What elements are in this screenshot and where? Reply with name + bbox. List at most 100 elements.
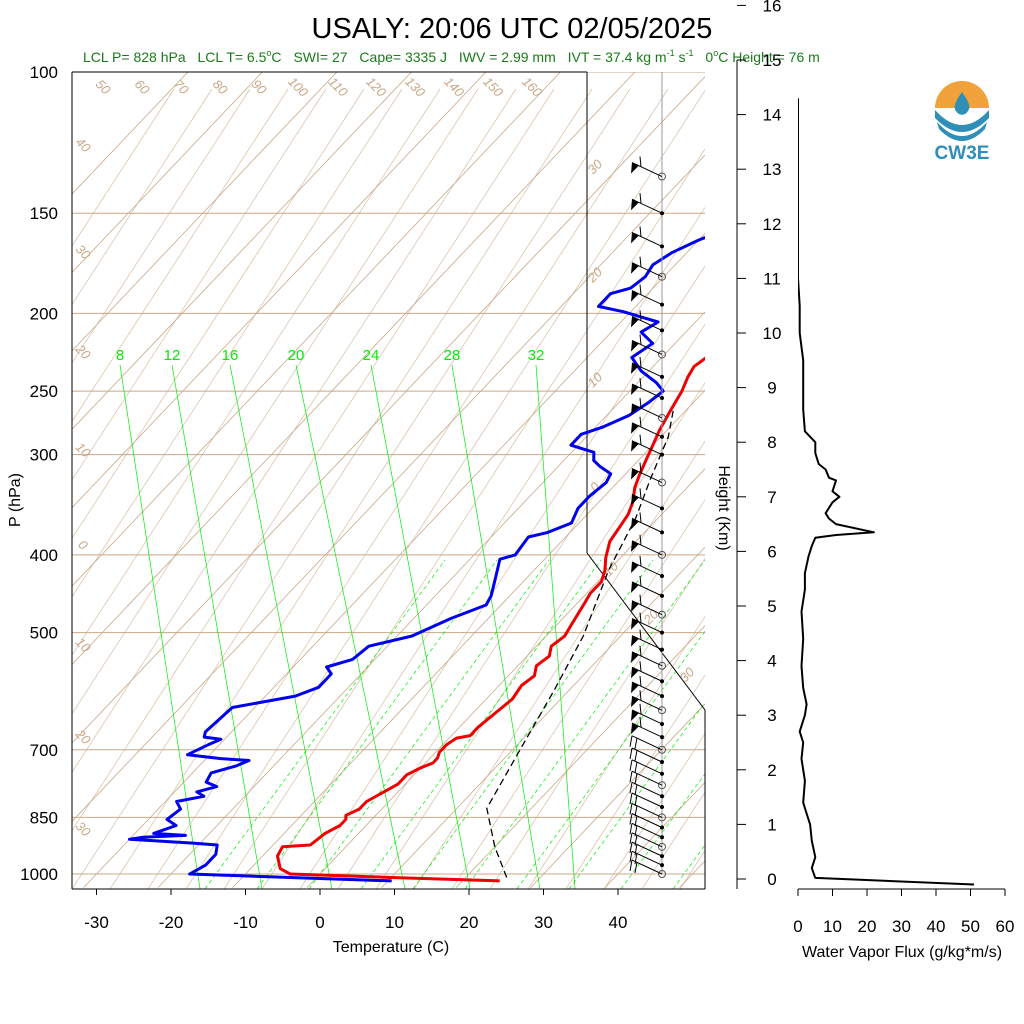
skewt-background: [72, 72, 1024, 889]
wind-barb-flag: [629, 792, 633, 805]
height-tick-label: 0: [767, 870, 776, 889]
wind-barb-flag: [639, 434, 642, 445]
wind-barb-flag: [629, 823, 633, 835]
isotherm-label: 60: [132, 76, 153, 97]
isotherm-label: 10: [73, 634, 94, 655]
dry-adiabat-line: [72, 88, 403, 598]
isotherm-label: 80: [210, 76, 231, 97]
isotherm-label: 20: [72, 341, 94, 363]
wind-barb-pennant: [631, 581, 639, 593]
wind-barb-pennant: [631, 494, 639, 506]
calm-wind-marker: [658, 272, 666, 281]
dry-adiabat-line: [147, 88, 669, 889]
calm-wind-marker: [658, 172, 666, 181]
wind-barb-flag: [639, 156, 642, 167]
isotherm-label: 30: [73, 241, 94, 262]
wind-barb-pennant: [631, 199, 639, 211]
wind-barb-flag: [639, 356, 642, 367]
ivt-exp-2: -1: [686, 48, 694, 58]
height-tick-label: 2: [767, 761, 776, 780]
dry-adiabat-line: [527, 616, 705, 889]
calm-wind-marker: [658, 781, 666, 790]
dry-adiabat-line: [299, 265, 705, 889]
isotherm-line: [72, 72, 487, 509]
wind-barb-flag: [639, 226, 642, 237]
calm-wind-marker: [658, 870, 666, 878]
flux-tick-label: 60: [996, 917, 1015, 936]
dry-adiabat-line: [413, 440, 705, 889]
wind-barb-flag: [634, 805, 638, 817]
pressure-tick-label: 200: [30, 304, 58, 323]
height-tick-label: 11: [763, 269, 781, 288]
wind-barb-flag: [639, 717, 642, 728]
flux-axis-title: Water Vapor Flux (g/kg*m/s): [802, 944, 1002, 961]
isotherm-line: [72, 72, 412, 430]
wind-barb-flag: [629, 813, 633, 825]
chart-title: USALY: 20:06 UTC 02/05/2025: [312, 13, 713, 45]
temperature-tick-label: -10: [233, 913, 258, 932]
wind-barb-flag: [639, 334, 642, 345]
wind-barb-flag: [629, 842, 633, 854]
height-tick-label: 12: [763, 215, 782, 234]
height-tick-label: 4: [767, 652, 776, 671]
height-tick-label: 15: [763, 51, 782, 70]
wind-barb-flag: [639, 397, 642, 409]
mixing-ratio-line: [620, 773, 705, 889]
wind-barb-flag: [639, 629, 642, 640]
isotherm-label: 110: [326, 74, 352, 100]
dry-adiabat-line: [223, 148, 705, 889]
wind-barb-pennant: [631, 682, 639, 694]
wind-barb-flag: [634, 861, 638, 874]
calm-wind-marker: [658, 706, 666, 715]
wind-barb-flag: [639, 284, 642, 295]
isotherm-label: 150: [480, 74, 506, 100]
pressure-tick-label: 850: [30, 808, 58, 827]
wind-barb-flag: [639, 488, 642, 499]
wind-barb-flag: [629, 803, 633, 815]
temperature-tick-label: 40: [609, 913, 628, 932]
wind-barb-pennant: [631, 618, 639, 630]
isotherm-label: 100: [285, 74, 311, 100]
wind-barb-pennant: [631, 709, 639, 721]
height-tick-label: 13: [763, 160, 782, 179]
dry-adiabat-line: [72, 88, 441, 656]
isotherm-line: [306, 468, 705, 888]
wind-barb-pennant: [631, 422, 639, 434]
height-tick-label: 10: [763, 324, 782, 343]
wind-barb-flag: [639, 310, 642, 321]
isotherm-label: 90: [249, 76, 270, 97]
parcel-profile-line: [486, 407, 675, 878]
temperature-axis-title: Temperature (C): [333, 939, 449, 956]
logo-drop-icon: [954, 92, 970, 115]
flux-profile: [798, 98, 975, 886]
wind-barb-pennant: [631, 262, 639, 274]
height-axis-title: Height (Km): [715, 465, 732, 550]
dry-adiabat-line: [72, 88, 175, 247]
wind-barb-flag: [639, 612, 642, 623]
mixing-ratio-label: 28: [444, 347, 461, 364]
isotherm-line: [381, 546, 705, 888]
wind-barb-flag: [634, 815, 638, 827]
wind-barb-flag: [639, 193, 642, 204]
dry-adiabat-line: [756, 89, 1024, 889]
wind-barb-pennant: [631, 667, 639, 679]
swi-value: SWI= 27: [293, 49, 347, 65]
wind-barb-flag: [639, 256, 642, 267]
mixing-ratio-label: 24: [363, 347, 380, 364]
dry-adiabat-line: [72, 88, 327, 481]
wind-barb-flag: [639, 377, 642, 389]
wind-barb-pennant: [631, 384, 639, 396]
wind-barb-pennant: [631, 290, 639, 302]
isotherm-line: [72, 72, 263, 274]
wind-barb-flag: [639, 645, 642, 656]
mixing-ratio-label: 20: [288, 347, 305, 364]
isotherm-axis-label: 30: [584, 156, 605, 177]
lcl-temperature-unit: C: [271, 49, 281, 65]
ivt-mid: s: [675, 49, 686, 65]
cw3e-logo: CW3E: [934, 81, 990, 164]
isotherm-line: [455, 624, 705, 888]
isotherm-label: 70: [171, 76, 192, 97]
dry-adiabat-line: [72, 88, 213, 306]
dry-adiabat-line: [72, 88, 289, 422]
cape-value: Cape= 3335 J: [359, 49, 447, 65]
